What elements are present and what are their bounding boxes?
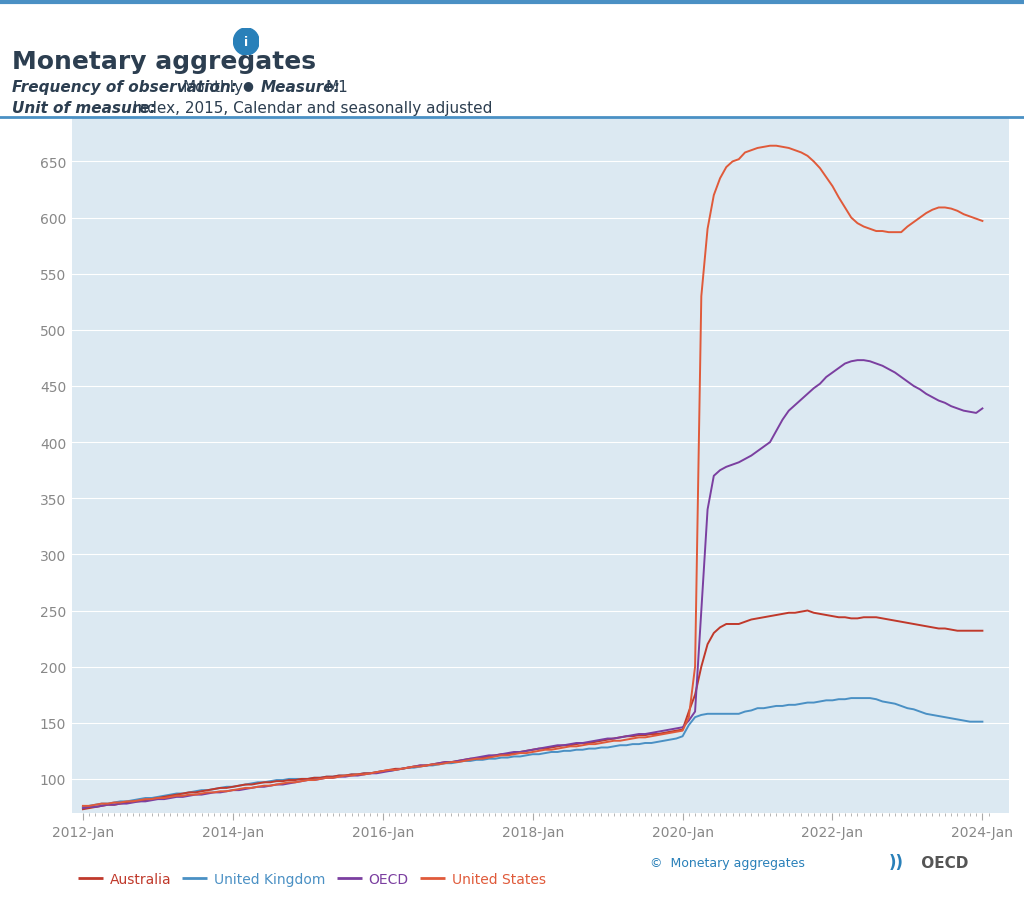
Text: Unit of measure:: Unit of measure: (12, 101, 157, 116)
Text: M1: M1 (326, 79, 348, 95)
Text: Index, 2015, Calendar and seasonally adjusted: Index, 2015, Calendar and seasonally adj… (133, 101, 493, 116)
Text: Monthly: Monthly (182, 79, 244, 95)
Circle shape (233, 29, 259, 56)
Text: OECD: OECD (916, 855, 969, 870)
Text: )): )) (889, 853, 904, 871)
Text: Frequency of observation:: Frequency of observation: (12, 79, 238, 95)
Text: ●: ● (243, 79, 254, 92)
Text: i: i (244, 36, 249, 49)
Text: Monetary aggregates: Monetary aggregates (12, 50, 316, 74)
Legend: Australia, United Kingdom, OECD, United States: Australia, United Kingdom, OECD, United … (78, 871, 546, 886)
Text: Measure:: Measure: (261, 79, 341, 95)
Text: ©  Monetary aggregates: © Monetary aggregates (650, 856, 805, 869)
